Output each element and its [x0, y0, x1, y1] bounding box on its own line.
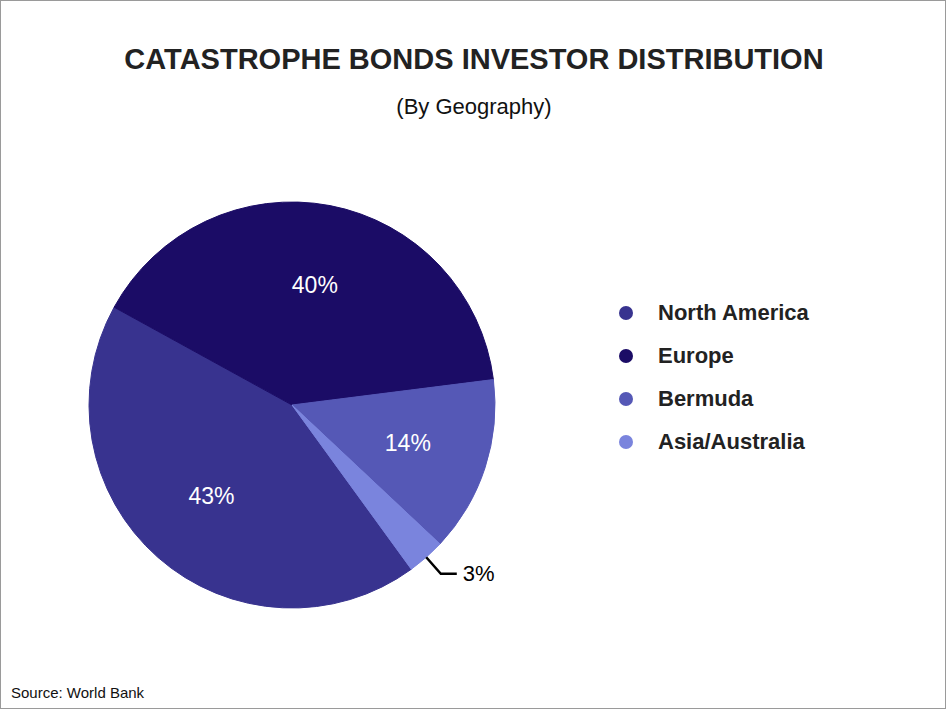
- html-text:North America: North America: [658, 299, 809, 325]
- html-text:Source: World Bank: Source: World Bank: [11, 684, 145, 701]
- svg-text:3%: 3%: [463, 561, 495, 586]
- svg-text:14%: 14%: [385, 430, 431, 456]
- html-text:CATASTROPHE BONDS INVESTOR DIS: CATASTROPHE BONDS INVESTOR DISTRIBUTION: [124, 43, 824, 75]
- html-text:(By Geography): (By Geography): [396, 94, 552, 119]
- html-text:Bermuda: Bermuda: [658, 385, 754, 411]
- svg-text:40%: 40%: [292, 272, 338, 298]
- html-text:Asia/Australia: Asia/Australia: [658, 428, 805, 454]
- svg-text:43%: 43%: [188, 483, 234, 509]
- html-text:Europe: Europe: [658, 342, 734, 368]
